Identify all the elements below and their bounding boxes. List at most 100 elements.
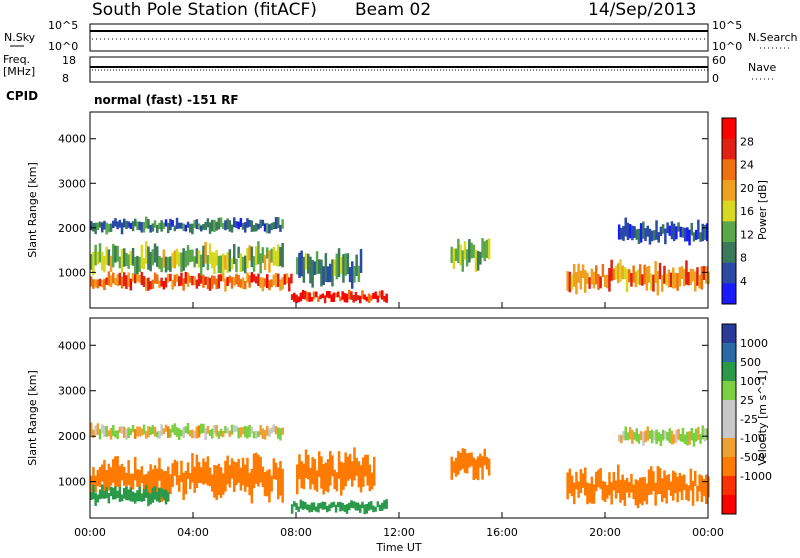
power-cell [246,247,249,269]
power-cell [454,248,458,261]
power-cell [237,274,240,287]
power-cell [204,241,207,264]
velocity-cell [566,472,569,500]
power-cell [590,268,594,285]
velocity-cell [679,434,682,442]
power-cell [266,222,269,234]
velocity-cell [103,491,106,499]
power-cell [120,248,124,274]
power-cell [127,254,130,269]
power-cell [463,241,467,260]
power-cell [197,223,201,230]
power-cell [189,223,192,233]
power-cell [344,253,347,276]
velocity-cell [624,426,627,441]
velocity-cell [237,427,240,439]
velocity-cell [252,431,256,439]
velocity-cell [625,477,629,493]
velocity-cell [310,502,314,512]
velocity-cell [193,430,196,439]
power-cell [692,232,696,242]
power-cell [217,217,221,230]
power-cell [381,290,384,300]
velocity-cell [617,434,621,442]
velocity-cell [274,462,278,480]
velocity-cell [211,428,214,439]
power-cell [158,222,161,230]
velocity-cell [175,427,179,437]
power-cell [259,253,262,274]
power-cell [617,263,620,284]
velocity-cell [101,424,104,434]
power-cell [123,272,126,287]
power-cell [255,223,258,232]
velocity-cell [335,472,339,492]
power-cell [367,293,371,303]
velocity-cell [189,430,192,437]
velocity-cell [270,475,273,492]
velocity-cell [337,502,340,508]
power-ylabel: Slant Range [km] [26,162,39,258]
velocity-cell [621,474,624,500]
velocity-cell [296,464,299,495]
velocity-cell [315,470,319,492]
power-cell [206,218,210,228]
power-cell [107,271,111,286]
velocity-cell [450,456,453,480]
velocity-cell [138,486,141,502]
power-cell [277,217,280,228]
velocity-cell [309,467,312,490]
velocity-cell [98,489,102,500]
power-cell [339,296,342,302]
power-cell [337,248,341,278]
velocity-cell [636,480,640,509]
velocity-cell [581,473,585,488]
velocity-cell [628,481,631,498]
power-cell [96,251,100,265]
velocity-cell [319,502,322,509]
power-cell [566,271,569,291]
power-cell [329,263,332,283]
power-cell [230,224,234,233]
velocity-cell [206,456,210,486]
velocity-cell [332,501,336,507]
power-colorbar-swatch [722,180,736,201]
velocity-cell [189,473,192,490]
power-cell [94,244,97,266]
power-ytick-label: 1000 [58,266,86,279]
velocity-cell [665,475,668,504]
velocity-cell [200,467,203,484]
power-cell [164,256,168,273]
power-cell [112,243,115,268]
power-cell [261,277,265,292]
power-cell [311,259,314,288]
power-cell [266,274,269,289]
power-cell [142,221,146,233]
power-cell [204,222,207,231]
power-cell [263,278,267,287]
power-cell [156,224,159,233]
power-cell [147,277,150,291]
xtick-label: 08:00 [280,526,312,539]
velocity-cell [195,454,199,489]
velocity-cell [153,465,157,492]
power-cell [257,273,260,287]
power-colorbar-tick: 20 [740,182,754,195]
power-cell [663,265,666,284]
power-cell [619,259,622,282]
velocity-cell [457,450,460,475]
velocity-cell [669,481,673,496]
velocity-cell [302,463,306,490]
power-cell [570,274,574,290]
power-cell [299,292,303,302]
power-cell [643,264,646,285]
power-cell [193,256,196,268]
power-cell [670,221,674,240]
velocity-cell [630,473,633,493]
velocity-cell [385,499,388,509]
velocity-cell [304,502,307,509]
power-cell [195,248,199,264]
velocity-cell [255,430,258,439]
velocity-cell [125,428,128,440]
velocity-cell [366,454,369,486]
